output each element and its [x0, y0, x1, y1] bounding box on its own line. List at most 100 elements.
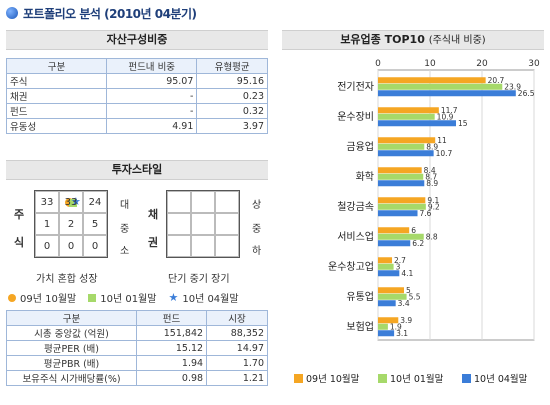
bar-value-label: 6 [411, 226, 416, 235]
bar [378, 227, 410, 234]
page-title: 포트폴리오 분석 (2010년 04분기) [23, 6, 197, 21]
bar [378, 233, 424, 240]
category-label: 철강금속 [337, 201, 374, 213]
stats-row-market: 14.97 [206, 340, 268, 356]
bar-value-label: 7.6 [420, 209, 432, 218]
bar-value-label: 11.7 [441, 106, 458, 115]
stats-row-fund: 15.12 [135, 340, 208, 356]
bar [378, 317, 399, 324]
asset-row-label: 채권 [6, 88, 107, 104]
style-cell: 0 [35, 235, 59, 257]
chart-header: 보유업종 TOP10 (주식내 비중) [282, 30, 544, 50]
bar-value-label: 15 [458, 119, 468, 128]
stats-col-type: 구분 [6, 310, 137, 326]
stats-row-market: 1.70 [206, 355, 268, 371]
bar-value-label: 3 [396, 262, 401, 271]
asset-row-fund: - [105, 88, 198, 104]
legend-label: 10년 04월말 [474, 373, 528, 385]
bar-value-label: 6.2 [412, 239, 424, 248]
x-tick-label: 0 [375, 59, 381, 69]
bar-value-label: 9.1 [427, 196, 439, 205]
stats-row-fund: 151,842 [135, 325, 208, 341]
asset-table: 구분 펀드내 비중 유형평균 주식 95.07 95.16 채권 - 0.23 … [6, 58, 268, 134]
bar-value-label: 3.1 [396, 329, 408, 338]
category-label: 화학 [356, 171, 374, 183]
stats-table-header: 구분 펀드 시장 [6, 310, 268, 326]
legend-label: 10년 04월말 [182, 294, 239, 305]
stats-row-label: 시총 중앙값 (억원) [6, 325, 137, 341]
style-legend: 09년 10월말 10년 01월말 ★ 10년 04월말 [8, 290, 239, 305]
table-row: 펀드 - 0.32 [6, 103, 268, 119]
bar-value-label: 5.5 [409, 292, 421, 301]
bar [378, 83, 503, 90]
bar [378, 300, 396, 307]
bar-value-label: 20.7 [488, 76, 505, 85]
asset-row-fund: - [105, 103, 198, 119]
x-tick-label: 20 [476, 59, 488, 69]
asset-row-label: 펀드 [6, 103, 107, 119]
bond-label-2: 권 [148, 236, 159, 249]
chart-area: 0 10 20 30 전기전자 20.7 23.9 26.5 운수장비 11.7 10.9 15 금융업… [294, 50, 544, 400]
table-row: 평균PBR (배) 1.94 1.70 [6, 355, 268, 371]
bar-value-label: 2.7 [394, 256, 406, 265]
bond-bottom-label: 단기 중기 장기 [168, 274, 230, 285]
bar [378, 150, 434, 157]
bar-value-label: 8.4 [424, 166, 436, 175]
bar-value-label: 10.9 [437, 112, 454, 121]
bond-label-high: 상 [252, 200, 262, 211]
asset-row-avg: 95.16 [196, 73, 268, 89]
stock-style-grid: 33 33 ★ 24 1 2 5 0 0 0 [34, 190, 108, 258]
style-cell: 1 [35, 213, 59, 235]
legend-label: 09년 10월말 [306, 373, 360, 385]
bond-label-low: 하 [252, 246, 262, 257]
style-cell: 5 [83, 213, 107, 235]
stock-label-1: 주 [14, 208, 25, 221]
category-label: 운수장비 [337, 111, 374, 123]
bar-chart: 0 10 20 30 전기전자 20.723.926.5 운수장비 11.710.9 15 금융업… [294, 59, 540, 385]
bar [378, 203, 426, 210]
bar [378, 180, 425, 187]
title-bar: 포트폴리오 분석 (2010년 04분기) [6, 4, 197, 22]
bar [378, 143, 425, 150]
legend-dot-icon [8, 293, 16, 302]
stock-label-2: 식 [14, 236, 25, 249]
bar-value-label: 8.8 [426, 232, 438, 241]
bar-value-label: 23.9 [504, 82, 521, 91]
style-cell [191, 191, 215, 213]
category-label: 운수창고업 [328, 260, 374, 273]
asset-header: 자산구성비중 [6, 30, 268, 50]
bar [378, 167, 422, 174]
style-cell [215, 191, 239, 213]
asset-col-avg: 유형평균 [196, 58, 268, 74]
bar [378, 77, 486, 84]
legend-swatch [294, 374, 303, 383]
style-cell [167, 191, 191, 213]
stats-table: 구분 펀드 시장 시총 중앙값 (억원) 151,842 88,352 평균PE… [6, 310, 268, 386]
size-label-mid: 중 [120, 224, 130, 235]
bar [378, 287, 404, 294]
style-box: 주 식 33 33 ★ 24 1 2 5 0 0 0 대 중 소 가치 혼합 성… [6, 186, 268, 286]
asset-table-header: 구분 펀드내 비중 유형평균 [6, 58, 268, 74]
bar-value-label: 3.9 [400, 316, 412, 325]
style-cell: 0 [83, 235, 107, 257]
bar-value-label: 8.9 [426, 142, 438, 151]
table-row: 주식 95.07 95.16 [6, 73, 268, 89]
style-cell: 24 [83, 191, 107, 213]
bar-value-label: 26.5 [518, 89, 535, 98]
bond-label-mid: 중 [252, 224, 262, 235]
x-tick-label: 10 [424, 59, 436, 69]
style-cell [191, 235, 215, 257]
bar [378, 270, 400, 277]
style-cell: 2 [59, 213, 83, 235]
size-label-large: 대 [120, 200, 130, 211]
style-cell-value: 33 [64, 196, 78, 208]
table-row: 보유주식 시가배당률(%) 0.98 1.21 [6, 370, 268, 386]
bar-value-label: 10.7 [436, 149, 453, 158]
asset-row-avg: 0.23 [196, 88, 268, 104]
style-cell: 0 [59, 235, 83, 257]
bar [378, 330, 395, 337]
stats-row-fund: 1.94 [135, 355, 208, 371]
globe-icon [6, 7, 18, 19]
legend-swatch [378, 374, 387, 383]
bar [378, 120, 456, 127]
